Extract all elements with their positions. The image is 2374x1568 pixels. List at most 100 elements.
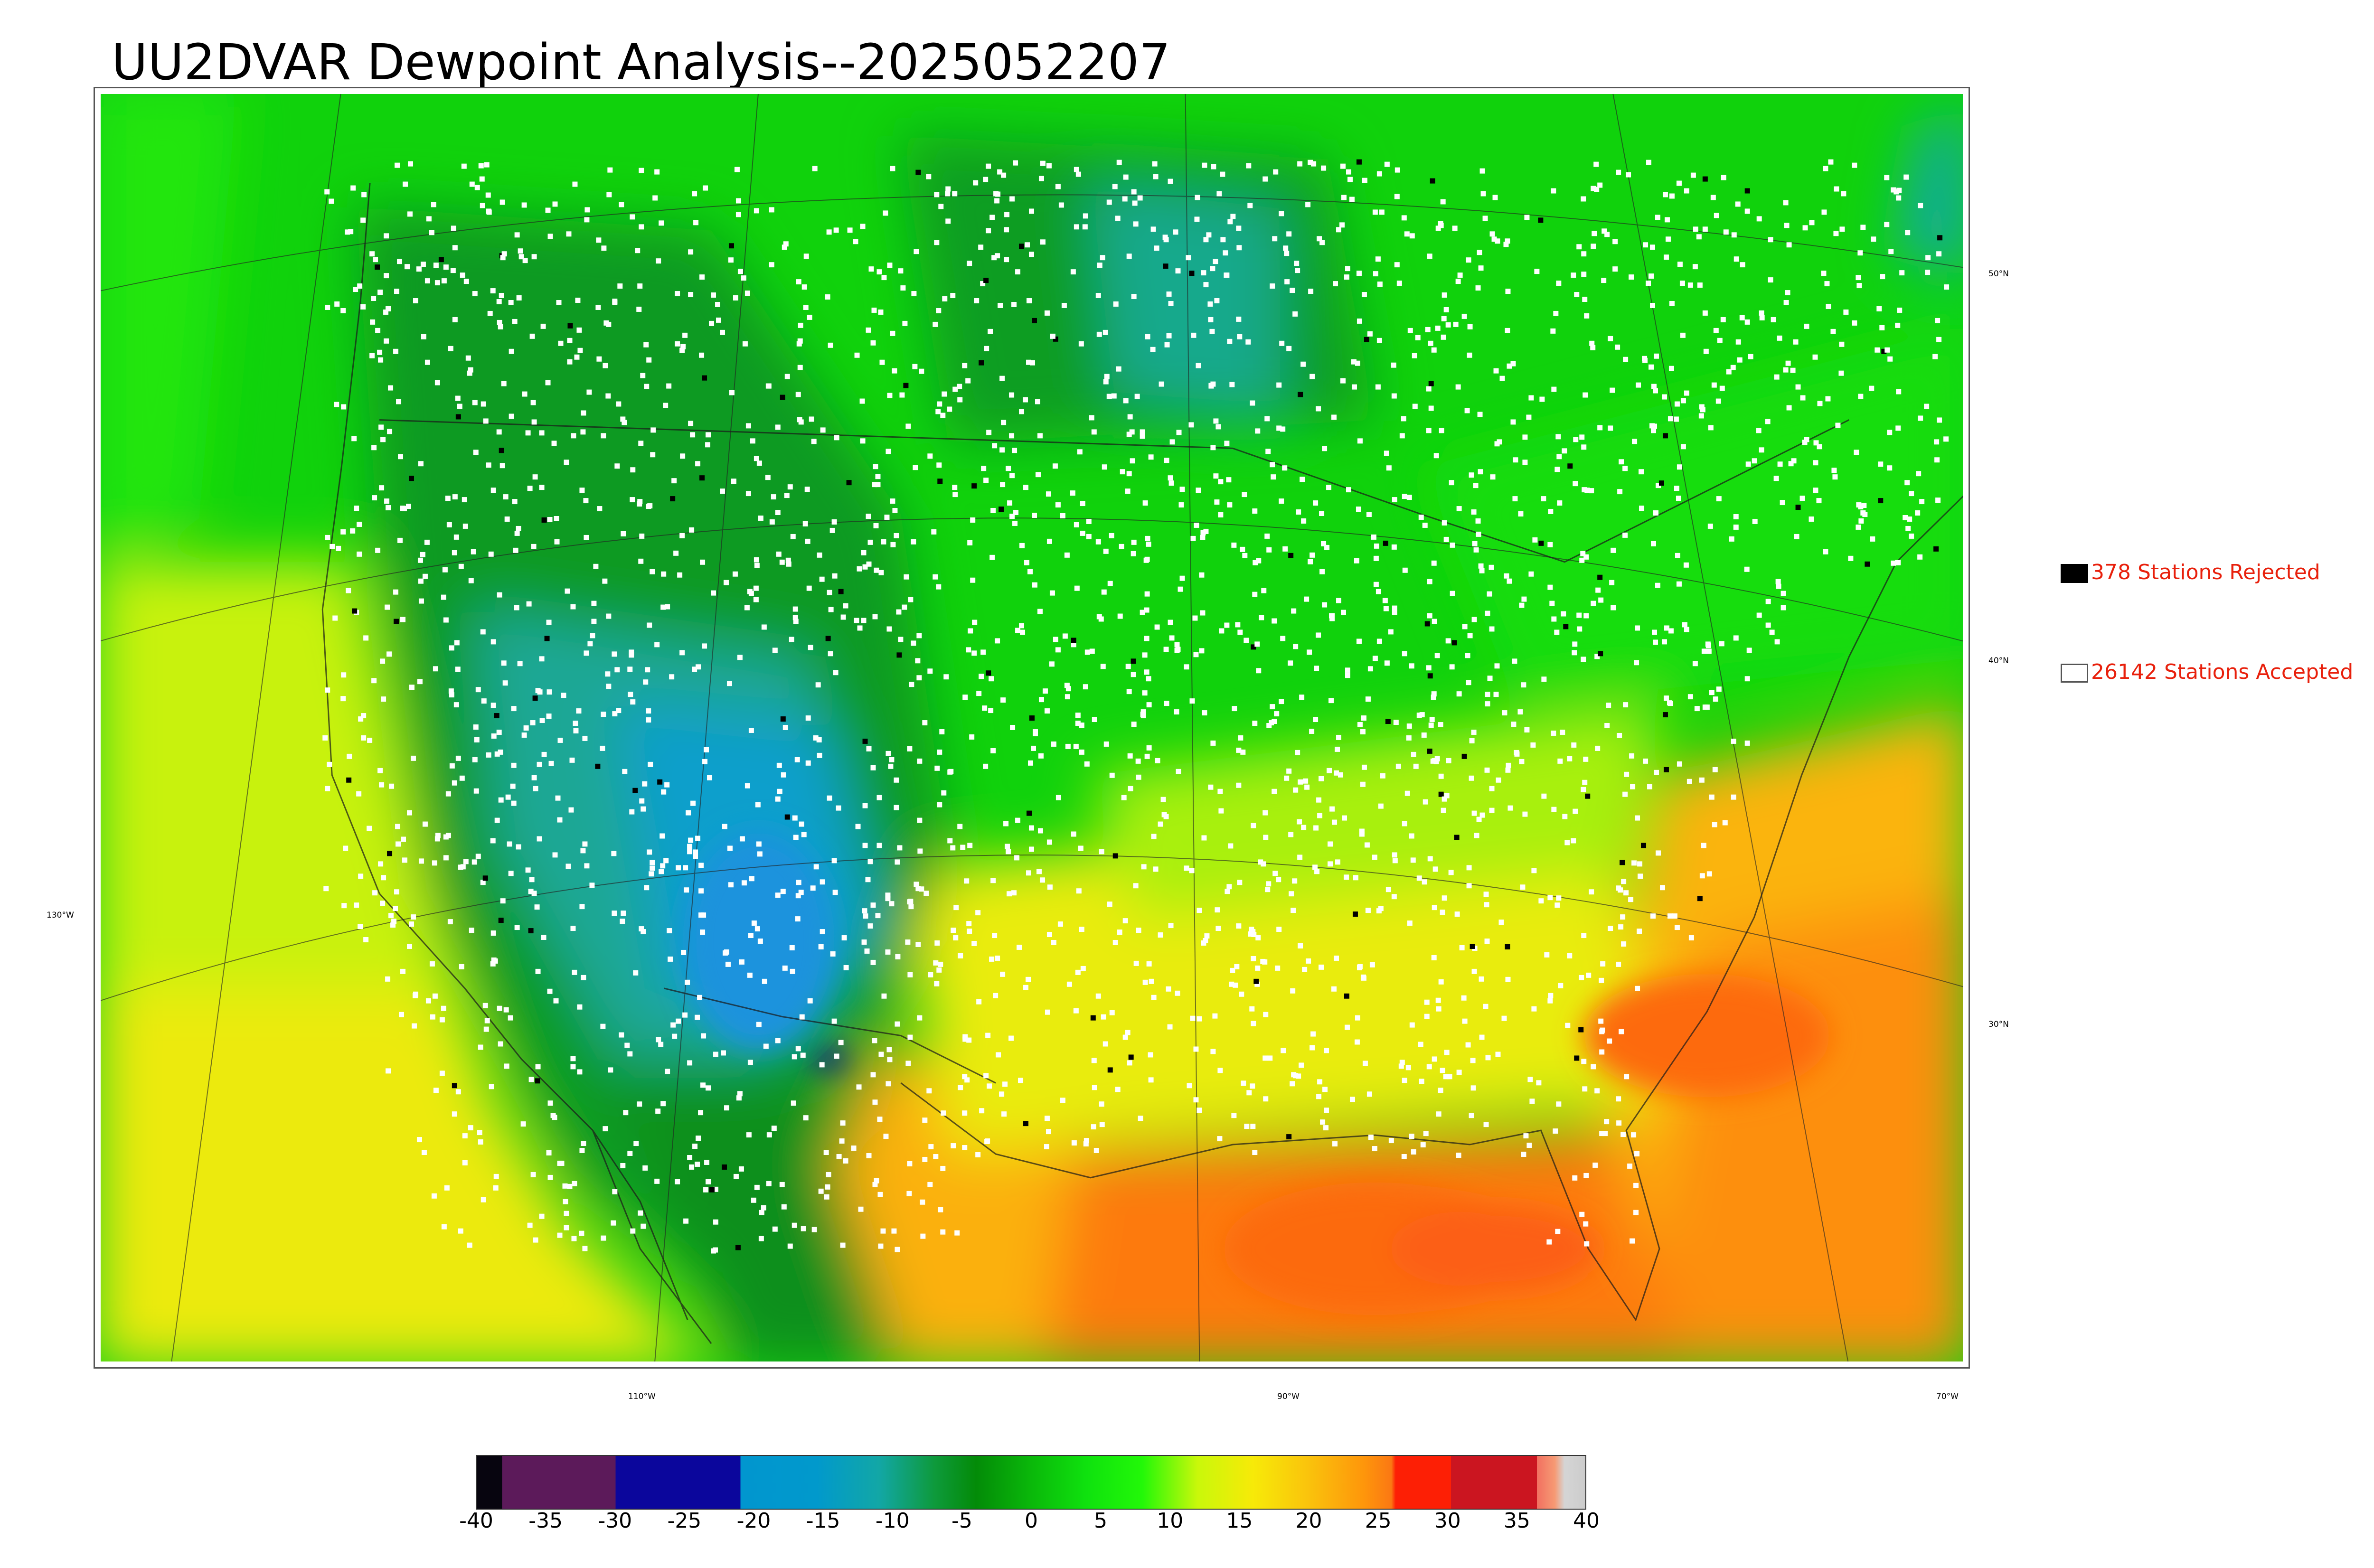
station-accepted — [1226, 884, 1232, 890]
station-accepted — [826, 229, 832, 235]
station-accepted — [936, 584, 942, 590]
station-accepted — [1404, 231, 1410, 237]
station-accepted — [1342, 815, 1347, 821]
station-accepted — [547, 1174, 553, 1180]
station-accepted — [1589, 889, 1594, 895]
station-accepted — [1592, 1162, 1598, 1168]
station-accepted — [1019, 623, 1025, 629]
station-accepted — [803, 254, 809, 259]
station-accepted — [1194, 216, 1200, 222]
station-accepted — [1595, 745, 1601, 751]
station-accepted — [1035, 399, 1040, 404]
station-accepted — [1250, 1083, 1255, 1089]
station-accepted — [1402, 567, 1408, 573]
station-accepted — [857, 625, 863, 631]
station-accepted — [1427, 856, 1433, 862]
station-accepted — [579, 488, 585, 493]
station-accepted — [805, 538, 810, 544]
station-accepted — [1229, 382, 1235, 387]
station-accepted — [1456, 691, 1462, 697]
station-accepted — [832, 573, 838, 579]
station-accepted — [1583, 1173, 1589, 1178]
station-accepted — [1279, 340, 1285, 346]
station-accepted — [1136, 774, 1141, 780]
station-accepted — [1095, 539, 1101, 545]
station-accepted — [1699, 404, 1705, 410]
station-accepted — [1599, 977, 1604, 983]
station-accepted — [1553, 1128, 1558, 1134]
station-accepted — [785, 557, 791, 563]
station-accepted — [881, 993, 887, 999]
station-accepted — [978, 244, 984, 250]
station-accepted — [1276, 382, 1282, 388]
station-accepted — [324, 189, 330, 195]
station-accepted — [1677, 761, 1682, 767]
station-accepted — [1479, 568, 1485, 573]
station-accepted — [479, 176, 485, 182]
station-accepted — [787, 1243, 793, 1249]
station-accepted — [1071, 642, 1076, 648]
station-accepted — [839, 1138, 845, 1144]
station-accepted — [1708, 425, 1714, 431]
station-accepted — [465, 355, 471, 361]
station-accepted — [1246, 163, 1252, 169]
station-accepted — [1229, 981, 1234, 987]
station-accepted — [1279, 211, 1284, 216]
station-accepted — [1838, 370, 1844, 376]
station-accepted — [831, 519, 837, 525]
station-accepted — [906, 1191, 912, 1196]
station-accepted — [1431, 560, 1437, 566]
station-accepted — [1096, 331, 1102, 337]
station-accepted — [916, 633, 922, 638]
station-accepted — [744, 605, 750, 610]
station-accepted — [642, 781, 648, 787]
station-accepted — [1361, 764, 1367, 770]
station-accepted — [601, 1235, 606, 1241]
station-accepted — [676, 865, 681, 871]
station-accepted — [1204, 933, 1210, 939]
station-accepted — [1494, 663, 1500, 669]
station-accepted — [650, 427, 656, 433]
station-accepted — [1089, 648, 1095, 654]
station-accepted — [416, 266, 422, 272]
station-accepted — [745, 491, 751, 497]
station-accepted — [1583, 554, 1589, 560]
station-accepted — [1667, 913, 1673, 919]
station-accepted — [1581, 787, 1586, 792]
station-rejected — [1697, 896, 1703, 901]
station-accepted — [656, 1037, 661, 1042]
station-accepted — [874, 567, 879, 573]
station-accepted — [1551, 188, 1556, 194]
station-accepted — [448, 346, 453, 351]
station-accepted — [539, 485, 545, 490]
station-accepted — [640, 373, 646, 378]
station-accepted — [1461, 995, 1467, 1001]
map-canvas — [100, 94, 1963, 1362]
station-accepted — [1462, 624, 1468, 629]
station-accepted — [1513, 457, 1518, 463]
station-accepted — [791, 1222, 797, 1228]
station-accepted — [1450, 591, 1455, 596]
station-accepted — [1402, 1078, 1407, 1083]
station-accepted — [561, 693, 566, 698]
station-accepted — [748, 933, 754, 939]
station-accepted — [1697, 282, 1703, 288]
station-accepted — [797, 365, 803, 370]
station-accepted — [733, 1174, 739, 1179]
station-accepted — [692, 191, 697, 197]
station-rejected — [670, 496, 676, 502]
station-accepted — [792, 815, 798, 821]
station-accepted — [799, 1014, 805, 1020]
station-accepted — [416, 1137, 422, 1143]
station-accepted — [1438, 979, 1444, 985]
station-accepted — [1653, 639, 1658, 645]
station-accepted — [763, 1043, 769, 1049]
station-accepted — [1295, 268, 1300, 273]
station-accepted — [1196, 1108, 1202, 1113]
station-accepted — [819, 1062, 825, 1068]
station-accepted — [393, 906, 398, 911]
station-accepted — [595, 304, 601, 310]
station-accepted — [735, 198, 741, 204]
station-accepted — [1215, 907, 1220, 913]
station-rejected — [452, 1083, 457, 1089]
